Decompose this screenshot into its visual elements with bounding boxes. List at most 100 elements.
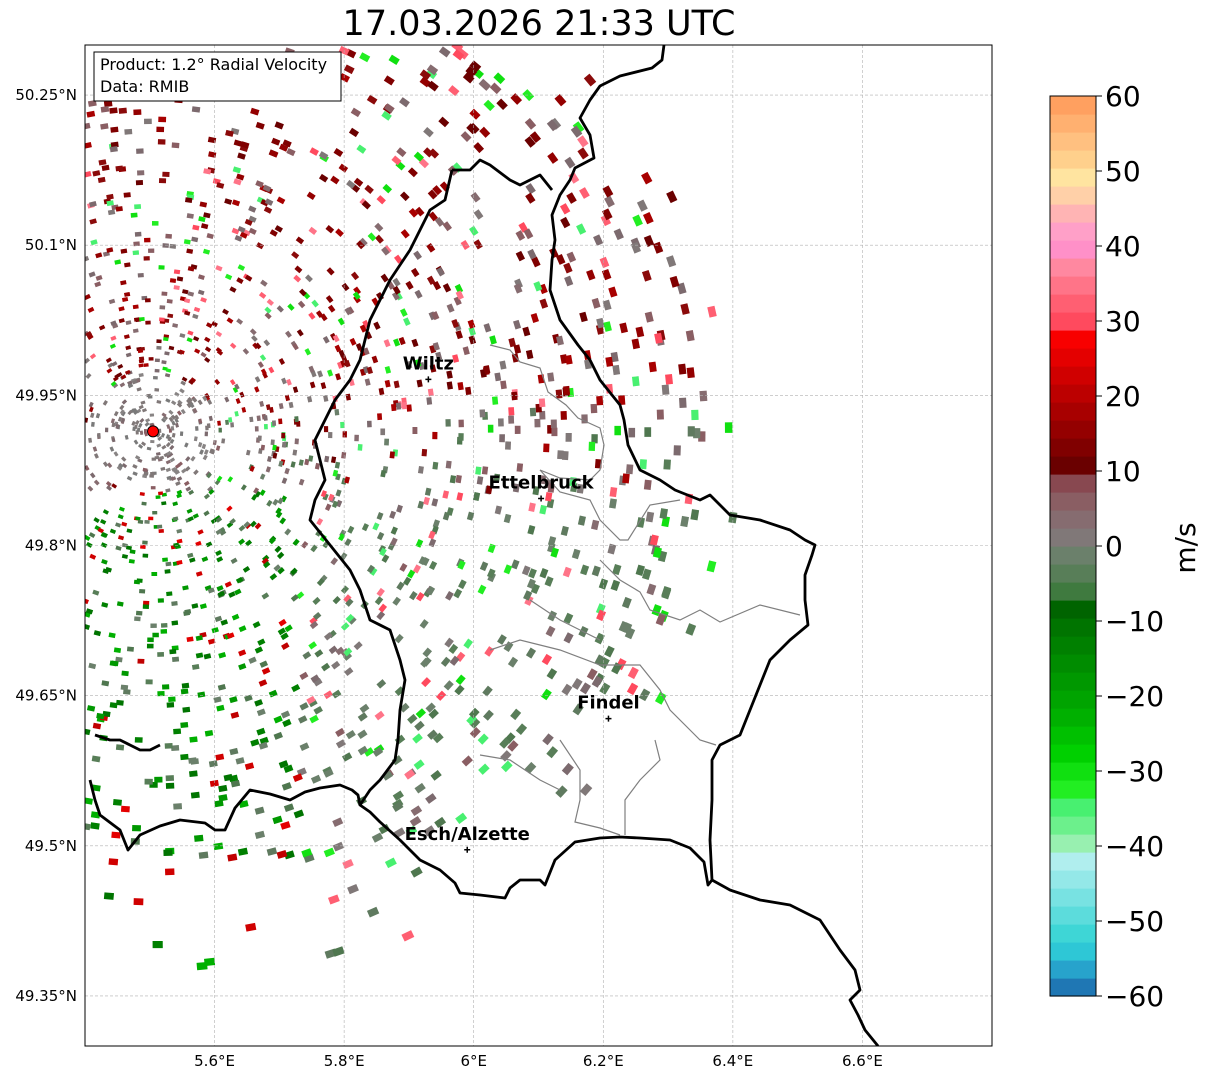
radar-echo-cell bbox=[87, 485, 94, 492]
radar-echo-cell bbox=[511, 353, 520, 363]
radar-echo-cell bbox=[299, 742, 310, 751]
radar-echo-cell bbox=[515, 250, 526, 262]
colorbar-swatch bbox=[1050, 708, 1096, 727]
radar-echo-cell bbox=[108, 298, 116, 305]
colorbar-swatch bbox=[1050, 690, 1096, 709]
radar-echo-cell bbox=[121, 456, 127, 462]
radar-echo-cell bbox=[428, 708, 439, 720]
radar-echo-cell bbox=[268, 366, 275, 374]
radar-echo-cell bbox=[318, 173, 329, 183]
radar-echo-cell bbox=[577, 515, 586, 526]
radar-echo-cell bbox=[101, 532, 108, 538]
radar-echo-cell bbox=[158, 265, 165, 270]
radar-echo-cell bbox=[565, 432, 572, 442]
radar-echo-cell bbox=[151, 221, 159, 226]
radar-echo-cell bbox=[244, 694, 253, 702]
radar-echo-cell bbox=[150, 623, 157, 628]
radar-echo-cell bbox=[239, 231, 248, 239]
radar-echo-cell bbox=[85, 330, 92, 338]
radar-echo-cell bbox=[442, 490, 450, 499]
radar-echo-cell bbox=[176, 349, 183, 355]
radar-echo-cell bbox=[656, 409, 664, 420]
colorbar-swatch bbox=[1050, 312, 1096, 331]
radar-echo-cell bbox=[291, 684, 301, 693]
radar-echo-cell bbox=[194, 348, 201, 354]
radar-echo-cell bbox=[499, 737, 511, 749]
radar-echo-cell bbox=[259, 400, 265, 407]
radar-echo-cell bbox=[484, 646, 495, 657]
radar-echo-cell bbox=[352, 291, 361, 300]
colorbar-tick-label: 20 bbox=[1105, 380, 1141, 413]
radar-echo-cell bbox=[405, 280, 414, 290]
radar-echo-cell bbox=[189, 402, 195, 409]
radar-echo-cell bbox=[468, 335, 477, 345]
radar-echo-cell bbox=[324, 455, 330, 463]
radar-echo-cell bbox=[224, 273, 233, 281]
radar-echo-cell bbox=[189, 557, 196, 563]
radar-echo-cell bbox=[153, 376, 158, 380]
radar-echo-cell bbox=[168, 696, 176, 703]
radar-echo-cell bbox=[570, 125, 583, 138]
radar-echo-cell bbox=[452, 354, 460, 363]
radar-echo-cell bbox=[353, 641, 363, 651]
radar-echo-cell bbox=[157, 139, 166, 145]
radar-echo-cell bbox=[313, 677, 323, 687]
radar-echo-cell bbox=[609, 486, 618, 498]
radar-echo-cell bbox=[266, 847, 278, 856]
radar-echo-cell bbox=[431, 311, 440, 321]
colorbar-swatch bbox=[1050, 834, 1096, 853]
radar-echo-cell bbox=[254, 342, 262, 350]
radar-echo-cell bbox=[323, 768, 334, 778]
radar-echo-cell bbox=[566, 251, 577, 263]
radar-echo-cell bbox=[335, 727, 346, 738]
radar-echo-cell bbox=[272, 498, 279, 506]
radar-echo-cell bbox=[707, 305, 717, 318]
radar-echo-cell bbox=[230, 711, 240, 719]
radar-echo-cell bbox=[432, 342, 440, 351]
radar-echo-cell bbox=[396, 147, 407, 158]
radar-echo-cell bbox=[423, 126, 434, 138]
radar-echo-cell bbox=[413, 151, 424, 162]
radar-echo-cell bbox=[204, 346, 212, 353]
radar-echo-cell bbox=[308, 455, 314, 462]
radar-echo-cell bbox=[163, 336, 169, 342]
radar-echo-cell bbox=[391, 155, 402, 166]
radar-echo-cell bbox=[234, 235, 243, 242]
radar-echo-cell bbox=[263, 206, 273, 214]
radar-echo-cell bbox=[356, 144, 367, 154]
radar-echo-cell bbox=[229, 342, 237, 349]
radar-echo-cell bbox=[539, 475, 547, 485]
radar-echo-cell bbox=[85, 464, 90, 471]
radar-echo-cell bbox=[425, 702, 436, 713]
lat-tick-label: 49.35°N bbox=[15, 987, 77, 1005]
radar-echo-cell bbox=[171, 601, 178, 606]
radar-echo-cell bbox=[109, 660, 118, 667]
colorbar-swatch bbox=[1050, 942, 1096, 961]
city-marker bbox=[425, 376, 432, 383]
radar-echo-cell bbox=[643, 479, 652, 490]
radar-echo-cell bbox=[254, 830, 266, 840]
radar-echo-cell bbox=[530, 312, 539, 323]
radar-echo-cell bbox=[523, 228, 534, 240]
radar-echo-cell bbox=[139, 492, 145, 497]
radar-echo-cell bbox=[339, 73, 350, 83]
radar-echo-cell bbox=[290, 461, 296, 468]
radar-echo-cell bbox=[294, 416, 299, 423]
radar-echo-cell bbox=[144, 778, 153, 785]
radar-echo-cell bbox=[123, 334, 130, 340]
radar-echo-cell bbox=[376, 679, 387, 689]
radar-echo-cell bbox=[503, 641, 514, 653]
radar-echo-cell bbox=[530, 583, 540, 595]
radar-echo-cell bbox=[304, 348, 312, 356]
radar-echo-cell bbox=[164, 569, 171, 574]
radar-echo-cell bbox=[134, 231, 142, 237]
radar-echo-cell bbox=[147, 395, 153, 399]
radar-echo-cell bbox=[118, 462, 124, 469]
radar-echo-cell bbox=[260, 444, 266, 451]
radar-echo-cell bbox=[448, 85, 460, 97]
radar-echo-cell bbox=[338, 163, 349, 173]
radar-echo-cell bbox=[465, 65, 478, 78]
radar-echo-cell bbox=[150, 486, 156, 490]
radar-echo-cell bbox=[129, 549, 136, 554]
radar-echo-cell bbox=[342, 652, 353, 661]
